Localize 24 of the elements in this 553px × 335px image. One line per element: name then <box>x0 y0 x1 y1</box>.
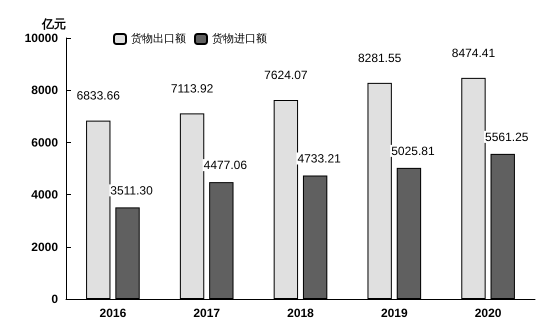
data-label: 8474.41 <box>452 46 496 60</box>
x-tick-label: 2020 <box>474 306 502 320</box>
legend-label: 货物进口额 <box>212 32 267 45</box>
y-tick-label: 6000 <box>31 135 58 150</box>
y-tick-label: 10000 <box>24 31 58 45</box>
legend-label: 货物出口额 <box>131 32 186 45</box>
x-tick-label: 2018 <box>287 306 314 320</box>
x-tick-label: 2016 <box>100 306 127 320</box>
data-label: 7624.07 <box>264 68 308 82</box>
data-label: 4477.06 <box>204 158 248 172</box>
data-label: 3511.30 <box>110 183 154 198</box>
x-tick-label: 2017 <box>193 306 220 320</box>
data-label: 5025.81 <box>391 144 435 158</box>
y-tick-label: 2000 <box>31 240 58 254</box>
y-tick-label: 4000 <box>31 188 58 202</box>
y-tick-label: 0 <box>51 292 58 306</box>
y-tick-label: 8000 <box>31 83 58 98</box>
data-label: 7113.92 <box>170 81 214 96</box>
y-axis-title: 亿元 <box>41 17 66 31</box>
data-label: 5561.25 <box>485 130 529 144</box>
data-label: 6833.66 <box>76 88 120 103</box>
data-label: 4733.21 <box>297 151 342 166</box>
x-tick-label: 2019 <box>380 306 408 320</box>
data-label: 8281.55 <box>358 50 402 65</box>
